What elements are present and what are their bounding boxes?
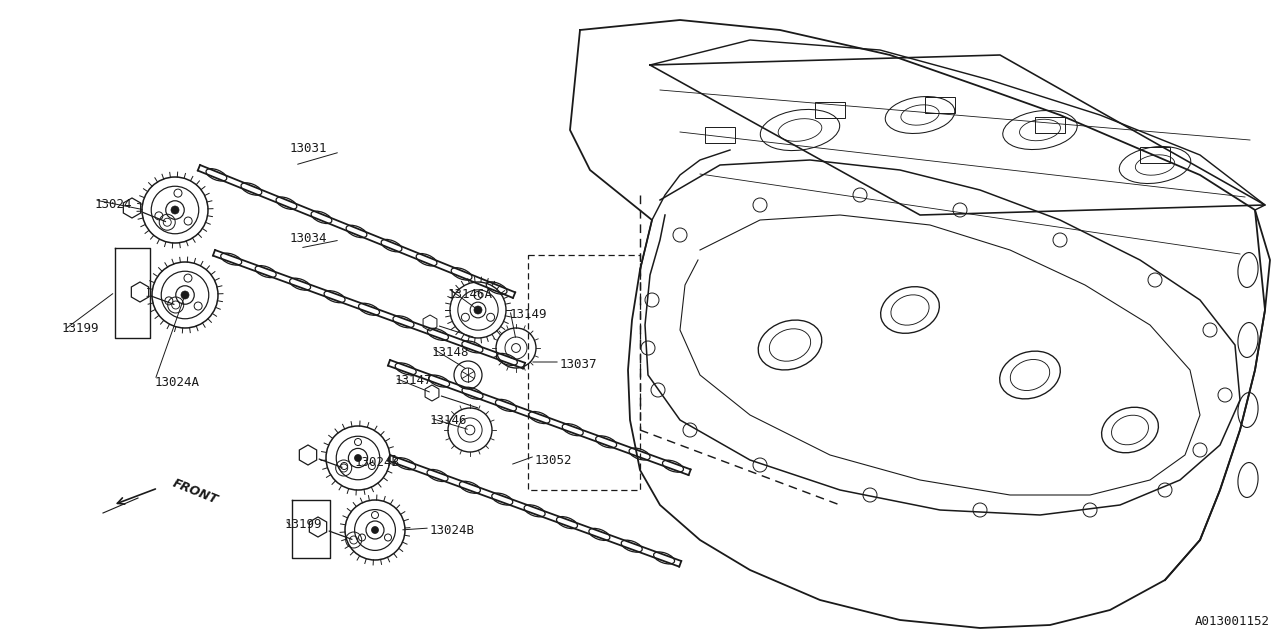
Circle shape: [371, 527, 379, 534]
Text: 13147: 13147: [396, 374, 433, 387]
Text: 13034: 13034: [291, 232, 328, 244]
Circle shape: [355, 454, 361, 461]
Circle shape: [474, 306, 483, 314]
Text: 13037: 13037: [561, 358, 598, 371]
Text: 13024A: 13024A: [155, 376, 200, 388]
Text: 13146A: 13146A: [448, 289, 493, 301]
Text: A013001152: A013001152: [1196, 615, 1270, 628]
Text: 13024: 13024: [95, 198, 133, 211]
Text: 13031: 13031: [291, 141, 328, 154]
Text: FRONT: FRONT: [170, 477, 220, 507]
Text: 13024B: 13024B: [355, 456, 399, 468]
Text: 13052: 13052: [535, 454, 572, 467]
Circle shape: [172, 206, 179, 214]
Text: 13146: 13146: [430, 413, 467, 426]
Circle shape: [180, 291, 189, 299]
Text: 13199: 13199: [285, 518, 323, 531]
Text: 13024B: 13024B: [430, 524, 475, 536]
Text: 13199: 13199: [61, 321, 100, 335]
Text: 13149: 13149: [509, 308, 548, 321]
Text: 13148: 13148: [433, 346, 470, 358]
